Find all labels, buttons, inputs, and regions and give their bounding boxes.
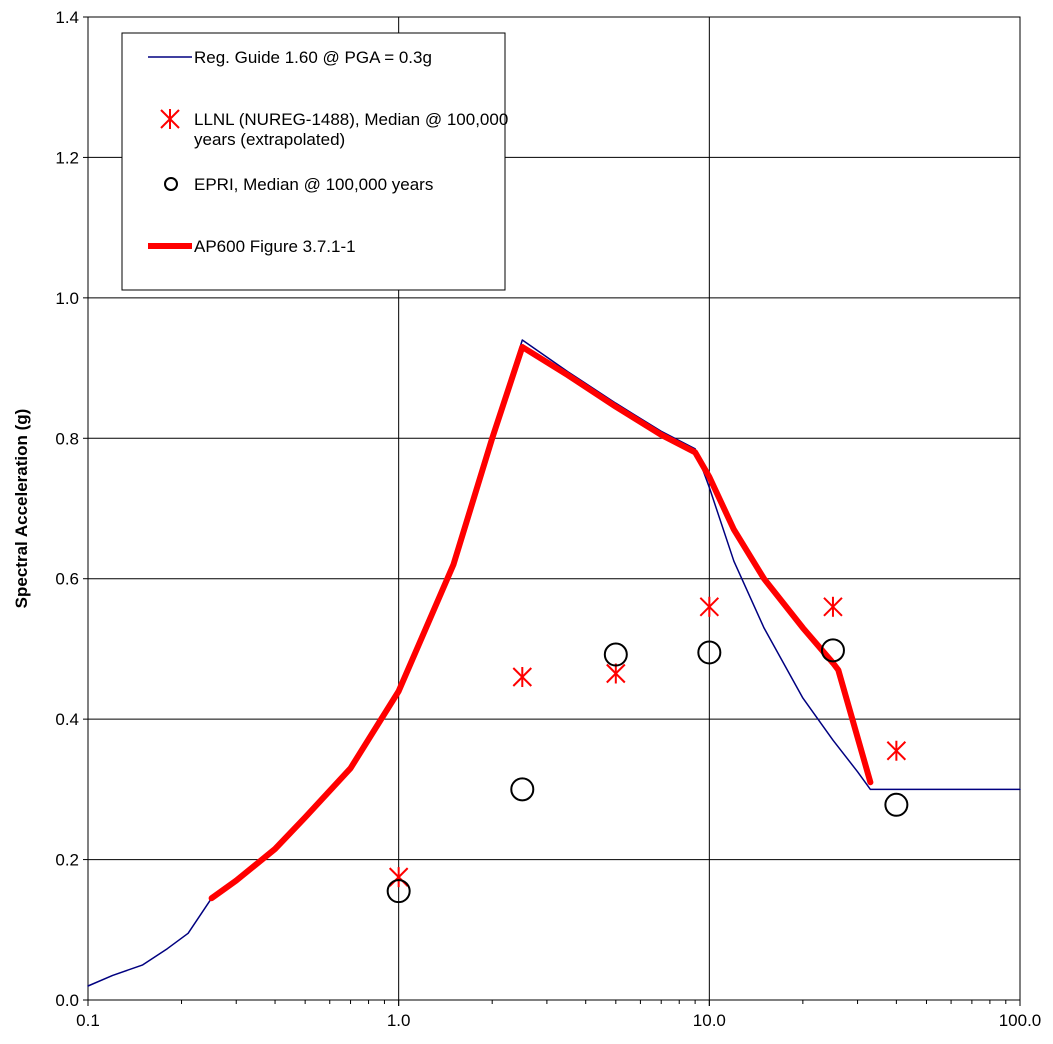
y-tick-label: 1.0 bbox=[55, 289, 79, 308]
legend-label: LLNL (NUREG-1488), Median @ 100,000 years… bbox=[194, 110, 508, 149]
reg-guide-curve bbox=[87, 339, 1021, 987]
x-tick-label: 0.1 bbox=[76, 1011, 100, 1030]
y-tick-label: 0.2 bbox=[55, 851, 79, 870]
y-tick-label: 1.4 bbox=[55, 8, 79, 27]
x-tick-label: 100.0 bbox=[999, 1011, 1042, 1030]
llnl-marker bbox=[699, 596, 720, 617]
y-tick-label: 0.4 bbox=[55, 710, 79, 729]
y-tick-label: 1.2 bbox=[55, 148, 79, 167]
y-tick-label: 0.8 bbox=[55, 429, 79, 448]
epri-marker bbox=[510, 777, 535, 802]
series-0 bbox=[87, 339, 1021, 987]
plot-area-border bbox=[87, 16, 1021, 1001]
legend-swatch bbox=[160, 109, 180, 129]
y-axis-title: Spectral Acceleration (g) bbox=[12, 409, 31, 609]
axis-ticks bbox=[83, 16, 1021, 1006]
x-tick-label: 10.0 bbox=[693, 1011, 726, 1030]
legend-label: AP600 Figure 3.7.1-1 bbox=[194, 237, 356, 256]
epri-marker bbox=[603, 642, 628, 667]
ap600-curve bbox=[208, 344, 874, 902]
legend-item-1: LLNL (NUREG-1488), Median @ 100,000 years… bbox=[160, 109, 508, 149]
legend-label: Reg. Guide 1.60 @ PGA = 0.3g bbox=[194, 48, 432, 67]
legend-item-3: AP600 Figure 3.7.1-1 bbox=[148, 237, 356, 256]
x-tick-label: 1.0 bbox=[387, 1011, 411, 1030]
epri-marker bbox=[386, 879, 411, 904]
series-1 bbox=[388, 596, 907, 888]
llnl-marker bbox=[886, 740, 907, 761]
llnl-marker bbox=[606, 663, 626, 684]
llnl-marker bbox=[512, 667, 533, 688]
y-tick-label: 0.0 bbox=[55, 991, 79, 1010]
series-2 bbox=[386, 638, 909, 904]
legend-item-2: EPRI, Median @ 100,000 years bbox=[164, 175, 433, 194]
epri-marker bbox=[697, 640, 722, 665]
legend-item-0: Reg. Guide 1.60 @ PGA = 0.3g bbox=[148, 48, 432, 67]
legend-swatch bbox=[164, 177, 178, 191]
y-tick-label: 0.6 bbox=[55, 570, 79, 589]
gridlines bbox=[88, 17, 1020, 1000]
series-3 bbox=[208, 344, 874, 902]
legend: Reg. Guide 1.60 @ PGA = 0.3g LLNL (NUREG-… bbox=[121, 32, 508, 291]
epri-marker bbox=[884, 792, 909, 817]
llnl-marker bbox=[823, 596, 843, 617]
axis-labels: 0.0 0.2 0.4 0.6 0.8 1.0 1.2 1.4 0.1 1.0 10.0 100.0 bbox=[55, 8, 1041, 1030]
series-layer bbox=[87, 339, 1021, 987]
epri-marker bbox=[820, 638, 845, 663]
legend-label: EPRI, Median @ 100,000 years bbox=[194, 175, 433, 194]
